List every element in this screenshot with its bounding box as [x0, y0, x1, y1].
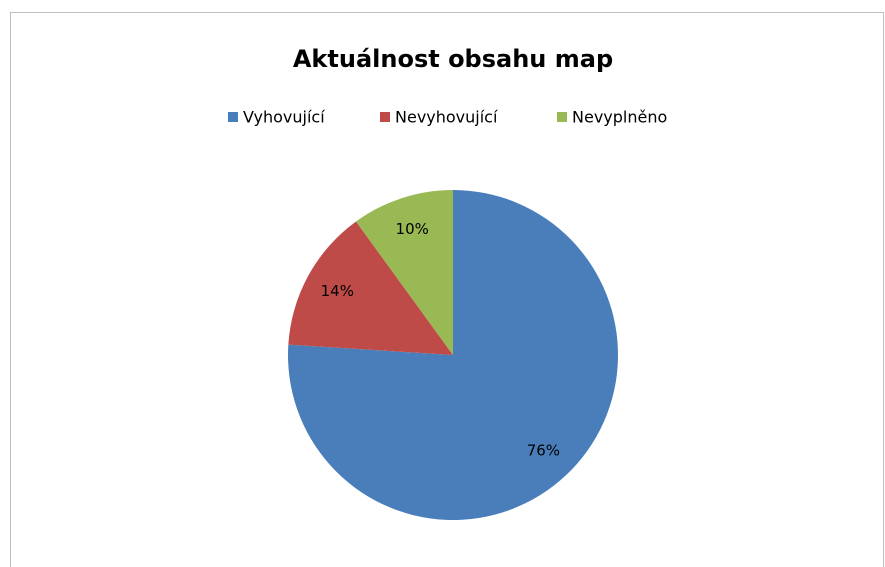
data-label: 14% — [321, 282, 354, 300]
pie-slice — [356, 190, 453, 355]
legend-swatch — [557, 112, 567, 122]
legend-label: Vyhovující — [243, 108, 325, 127]
legend-swatch — [380, 112, 390, 122]
legend-swatch — [228, 112, 238, 122]
legend-label: Nevyplněno — [572, 108, 667, 127]
pie-slice — [288, 221, 453, 355]
legend-label: Nevyhovující — [395, 108, 498, 127]
chart-title: Aktuálnost obsahu map — [293, 45, 613, 73]
data-label: 10% — [396, 220, 429, 238]
data-label: 76% — [527, 442, 560, 460]
